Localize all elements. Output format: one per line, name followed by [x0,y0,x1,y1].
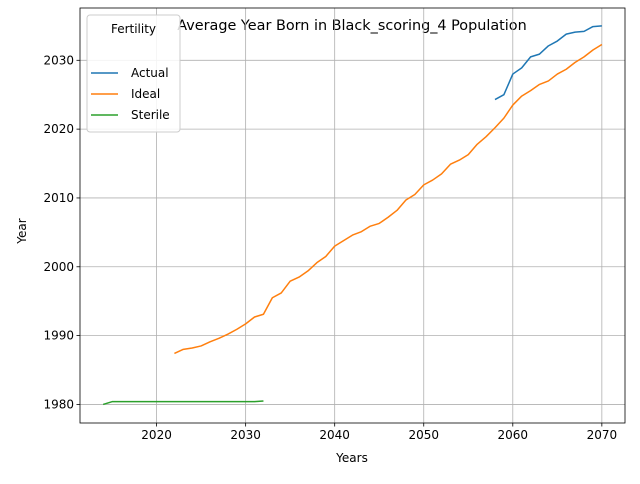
legend-label-actual: Actual [131,66,169,80]
grid [80,8,625,423]
y-axis-label: Year [15,218,29,244]
legend-label-sterile: Sterile [131,108,170,122]
series-line-ideal [174,43,603,355]
series-layer [102,25,603,406]
axis-ticks: 2020 2030 2040 2050 2060 2070 1980 1990 2000 2010… [43,53,617,442]
legend-items: Actual Ideal Sterile [91,66,170,122]
x-axis-label: Years [335,451,368,465]
x-tick-label: 2060 [498,428,529,442]
y-tick-label: 2030 [43,53,74,67]
legend: Fertility Actual Ideal Sterile [86,14,181,133]
x-tick-label: 2040 [319,428,350,442]
y-tick-label: 2020 [43,122,74,136]
plot-frame [79,7,626,424]
x-tick-label: 2020 [141,428,172,442]
legend-box [86,14,181,133]
legend-title: Fertility [111,22,156,36]
series-line-actual [494,25,602,101]
x-tick-label: 2050 [408,428,439,442]
y-tick-label: 1980 [43,397,74,411]
y-tick-label: 2010 [43,191,74,205]
x-tick-label: 2070 [587,428,618,442]
x-tick-label: 2030 [230,428,261,442]
y-tick-label: 2000 [43,260,74,274]
series-line-sterile [102,400,264,406]
y-tick-label: 1990 [43,329,74,343]
legend-label-ideal: Ideal [131,87,160,101]
chart-title: Average Year Born in Black_scoring_4 Pop… [177,18,526,34]
